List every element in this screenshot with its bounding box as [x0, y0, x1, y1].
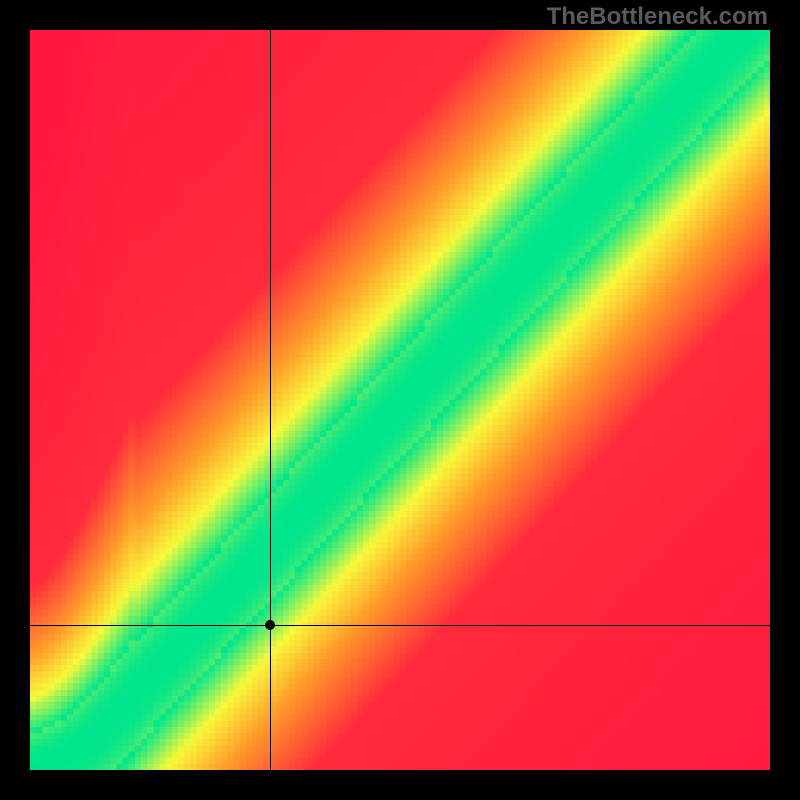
crosshair-horizontal	[30, 625, 770, 626]
watermark-text: TheBottleneck.com	[547, 3, 768, 31]
crosshair-vertical	[270, 30, 271, 770]
bottleneck-heatmap	[30, 30, 770, 770]
chart-container: TheBottleneck.com	[0, 0, 800, 800]
crosshair-marker	[265, 620, 275, 630]
